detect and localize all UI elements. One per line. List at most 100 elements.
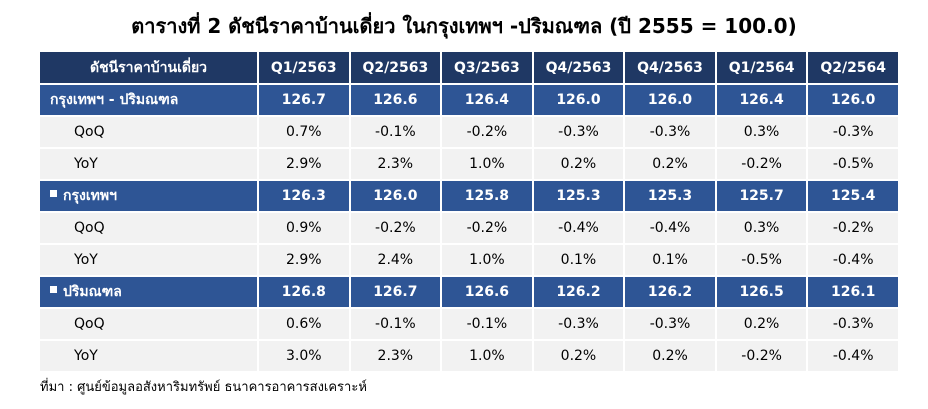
value-cell: -0.4% bbox=[807, 340, 900, 373]
row-label-cell: QoQ bbox=[40, 116, 259, 149]
value-cell: 126.2 bbox=[532, 276, 626, 309]
value-cell: -0.3% bbox=[532, 116, 626, 149]
value-cell: 3.0% bbox=[258, 340, 351, 373]
header-row: ดัชนีราคาบ้านเดี่ยว Q1/2563 Q2/2563 Q3/256… bbox=[40, 52, 900, 85]
header-period: Q2/2564 bbox=[807, 52, 900, 85]
value-cell: 126.0 bbox=[532, 84, 626, 117]
yoy-row: YoY 2.9% 2.3% 1.0% 0.2% 0.2% -0.2% -0.5% bbox=[40, 148, 900, 181]
value-cell: -0.4% bbox=[807, 244, 900, 277]
row-label: YoY bbox=[74, 348, 98, 364]
index-row: ปริมณฑล 126.8 126.7 126.6 126.2 126.2 126.5 126… bbox=[40, 276, 900, 309]
value-cell: -0.3% bbox=[532, 308, 626, 341]
value-cell: -0.3% bbox=[807, 116, 900, 149]
value-cell: 125.4 bbox=[807, 180, 900, 213]
row-label-cell: QoQ bbox=[40, 212, 259, 245]
row-label-cell: กรุงเทพฯ - ปริมณฑล bbox=[40, 84, 259, 117]
header-period: Q3/2563 bbox=[441, 52, 534, 85]
value-cell: -0.3% bbox=[624, 308, 717, 341]
value-cell: -0.3% bbox=[624, 116, 717, 149]
value-cell: 0.2% bbox=[532, 148, 626, 181]
yoy-row: YoY 2.9% 2.4% 1.0% 0.1% 0.1% -0.5% -0.4% bbox=[40, 244, 900, 277]
value-cell: 0.7% bbox=[258, 116, 351, 149]
row-label-cell: YoY bbox=[40, 340, 259, 373]
value-cell: 126.6 bbox=[441, 276, 534, 309]
value-cell: 1.0% bbox=[441, 244, 534, 277]
source-note: ที่มา : ศูนย์ข้อมูลอสังหาริมทรัพย์ ธนาคา… bbox=[40, 380, 367, 395]
value-cell: -0.1% bbox=[349, 116, 443, 149]
value-cell: 125.3 bbox=[532, 180, 626, 213]
value-cell: 125.8 bbox=[441, 180, 534, 213]
value-cell: 0.6% bbox=[258, 308, 351, 341]
row-label: QoQ bbox=[74, 316, 105, 332]
value-cell: -0.4% bbox=[624, 212, 717, 245]
header-label: ดัชนีราคาบ้านเดี่ยว bbox=[40, 52, 259, 85]
table-title: ตารางที่ 2 ดัชนีราคาบ้านเดี่ยว ในกรุงเทพ… bbox=[131, 14, 797, 38]
row-label: QoQ bbox=[74, 220, 105, 236]
qoq-row: QoQ 0.9% -0.2% -0.2% -0.4% -0.4% 0.3% -0.2% bbox=[40, 212, 900, 245]
value-cell: 0.2% bbox=[624, 340, 717, 373]
value-cell: 126.4 bbox=[715, 84, 809, 117]
value-cell: 0.3% bbox=[715, 212, 809, 245]
value-cell: 2.9% bbox=[258, 148, 351, 181]
header-period: Q4/2563 bbox=[532, 52, 626, 85]
value-cell: 126.6 bbox=[349, 84, 443, 117]
house-price-index-table: ดัชนีราคาบ้านเดี่ยว Q1/2563 Q2/2563 Q3/256… bbox=[40, 52, 900, 373]
row-label-cell: YoY bbox=[40, 244, 259, 277]
value-cell: 126.0 bbox=[807, 84, 900, 117]
index-row: กรุงเทพฯ 126.3 126.0 125.8 125.3 125.3 125.7 12… bbox=[40, 180, 900, 213]
value-cell: -0.2% bbox=[715, 340, 809, 373]
value-cell: 126.0 bbox=[624, 84, 717, 117]
row-label: YoY bbox=[74, 156, 98, 172]
value-cell: 2.3% bbox=[349, 148, 443, 181]
value-cell: 0.9% bbox=[258, 212, 351, 245]
value-cell: 126.7 bbox=[349, 276, 443, 309]
value-cell: -0.2% bbox=[441, 212, 534, 245]
value-cell: 2.4% bbox=[349, 244, 443, 277]
row-label: กรุงเทพฯ - ปริมณฑล bbox=[50, 92, 179, 108]
square-bullet-icon bbox=[50, 189, 57, 197]
row-label: YoY bbox=[74, 252, 98, 268]
header-period: Q2/2563 bbox=[349, 52, 443, 85]
row-label-cell: QoQ bbox=[40, 308, 259, 341]
value-cell: 0.2% bbox=[624, 148, 717, 181]
value-cell: 2.9% bbox=[258, 244, 351, 277]
header-period: Q1/2564 bbox=[715, 52, 809, 85]
yoy-row: YoY 3.0% 2.3% 1.0% 0.2% 0.2% -0.2% -0.4% bbox=[40, 340, 900, 373]
value-cell: 126.3 bbox=[258, 180, 351, 213]
square-bullet-icon bbox=[50, 285, 57, 293]
row-label-cell: กรุงเทพฯ bbox=[40, 180, 259, 213]
value-cell: -0.2% bbox=[715, 148, 809, 181]
value-cell: -0.2% bbox=[807, 212, 900, 245]
qoq-row: QoQ 0.7% -0.1% -0.2% -0.3% -0.3% 0.3% -0.3% bbox=[40, 116, 900, 149]
value-cell: -0.1% bbox=[349, 308, 443, 341]
value-cell: -0.5% bbox=[807, 148, 900, 181]
value-cell: 126.4 bbox=[441, 84, 534, 117]
row-label: QoQ bbox=[74, 124, 105, 140]
value-cell: 125.7 bbox=[715, 180, 809, 213]
value-cell: -0.5% bbox=[715, 244, 809, 277]
value-cell: 0.1% bbox=[624, 244, 717, 277]
qoq-row: QoQ 0.6% -0.1% -0.1% -0.3% -0.3% 0.2% -0.3% bbox=[40, 308, 900, 341]
value-cell: 0.1% bbox=[532, 244, 626, 277]
value-cell: 2.3% bbox=[349, 340, 443, 373]
value-cell: -0.2% bbox=[441, 116, 534, 149]
row-label-cell: YoY bbox=[40, 148, 259, 181]
value-cell: 1.0% bbox=[441, 340, 534, 373]
header-period: Q4/2563 bbox=[624, 52, 717, 85]
value-cell: 126.7 bbox=[258, 84, 351, 117]
row-label-cell: ปริมณฑล bbox=[40, 276, 259, 309]
value-cell: 0.3% bbox=[715, 116, 809, 149]
header-period: Q1/2563 bbox=[258, 52, 351, 85]
value-cell: 126.8 bbox=[258, 276, 351, 309]
value-cell: 0.2% bbox=[715, 308, 809, 341]
value-cell: 126.2 bbox=[624, 276, 717, 309]
row-label: ปริมณฑล bbox=[63, 284, 122, 300]
value-cell: -0.4% bbox=[532, 212, 626, 245]
value-cell: 1.0% bbox=[441, 148, 534, 181]
value-cell: 126.1 bbox=[807, 276, 900, 309]
value-cell: 126.0 bbox=[349, 180, 443, 213]
value-cell: -0.2% bbox=[349, 212, 443, 245]
index-row: กรุงเทพฯ - ปริมณฑล 126.7 126.6 126.4 126.0 12… bbox=[40, 84, 900, 117]
value-cell: -0.1% bbox=[441, 308, 534, 341]
value-cell: 0.2% bbox=[532, 340, 626, 373]
